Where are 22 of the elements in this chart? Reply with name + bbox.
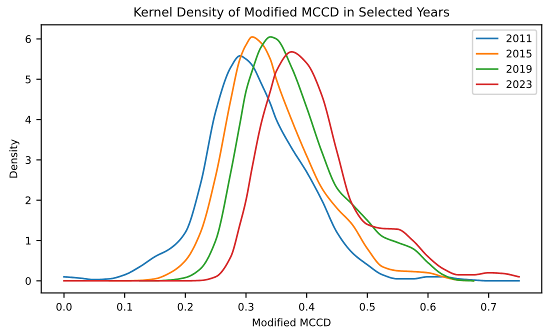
x-tick-label: 0.2 [178,302,193,311]
legend-label: 2015 [506,50,532,58]
x-tick-label: 0.1 [117,302,132,311]
y-tick-label: 3 [26,156,31,164]
x-tick-label: 0.6 [420,302,436,311]
x-tick-label: 0.7 [481,302,496,311]
y-tick-label: 6 [26,35,31,44]
legend-label: 2019 [506,64,532,73]
y-tick-label: 0 [26,277,31,285]
x-tick-label: 0.4 [299,302,314,311]
y-tick-label: 2 [26,196,30,204]
x-tick-label: 0.0 [56,302,72,311]
x-tick-label: 0.3 [238,302,254,311]
x-axis-title: Modified MCCD [252,318,331,326]
y-tick-label: 1 [26,236,31,244]
y-tick-label: 5 [26,76,31,84]
chart-title: Kernel Density of Modified MCCD in Selected Years [134,6,450,20]
legend-label: 2011 [506,34,532,42]
y-axis-title: Density [9,139,20,178]
legend-label: 2023 [506,80,532,88]
x-tick-label: 0.5 [360,302,375,311]
y-tick-label: 4 [25,116,31,124]
